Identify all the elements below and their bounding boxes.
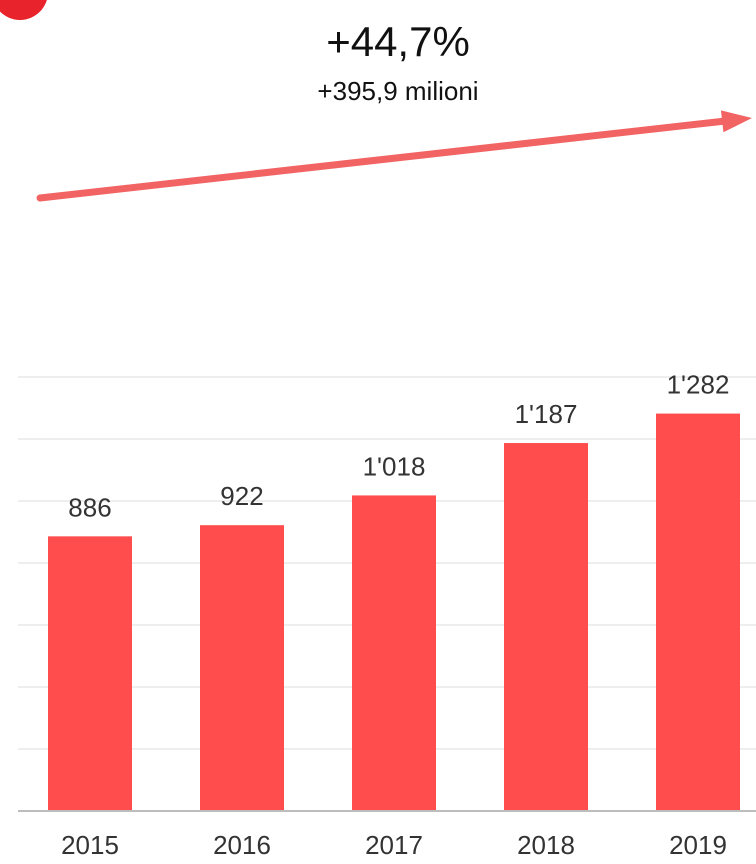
- value-label-2015: 886: [68, 492, 111, 522]
- value-label-2016: 922: [220, 481, 263, 511]
- bar-2019: [656, 413, 740, 811]
- x-tick-2015: 2015: [61, 830, 119, 860]
- x-tick-2019: 2019: [669, 830, 727, 860]
- x-tick-2017: 2017: [365, 830, 423, 860]
- bar-2015: [48, 536, 132, 811]
- value-label-2019: 1'282: [667, 370, 730, 400]
- value-labels: 886 922 1'018 1'187 1'282: [68, 370, 729, 523]
- x-axis-tick-labels: 2015 2016 2017 2018 2019: [61, 830, 727, 860]
- headline-change-percent: +44,7%: [326, 18, 470, 65]
- bar-2018: [504, 443, 588, 811]
- value-label-2018: 1'187: [515, 399, 578, 429]
- bar-2017: [352, 495, 436, 811]
- bar-2016: [200, 525, 284, 811]
- trend-arrow-head: [720, 110, 752, 133]
- corner-badge: [0, 0, 47, 20]
- x-tick-2016: 2016: [213, 830, 271, 860]
- value-label-2017: 1'018: [363, 451, 426, 481]
- trend-arrow-shaft: [36, 117, 726, 202]
- bars: [48, 413, 740, 811]
- headline-change-absolute: +395,9 milioni: [317, 76, 478, 106]
- trend-arrow: [36, 110, 752, 202]
- x-tick-2018: 2018: [517, 830, 575, 860]
